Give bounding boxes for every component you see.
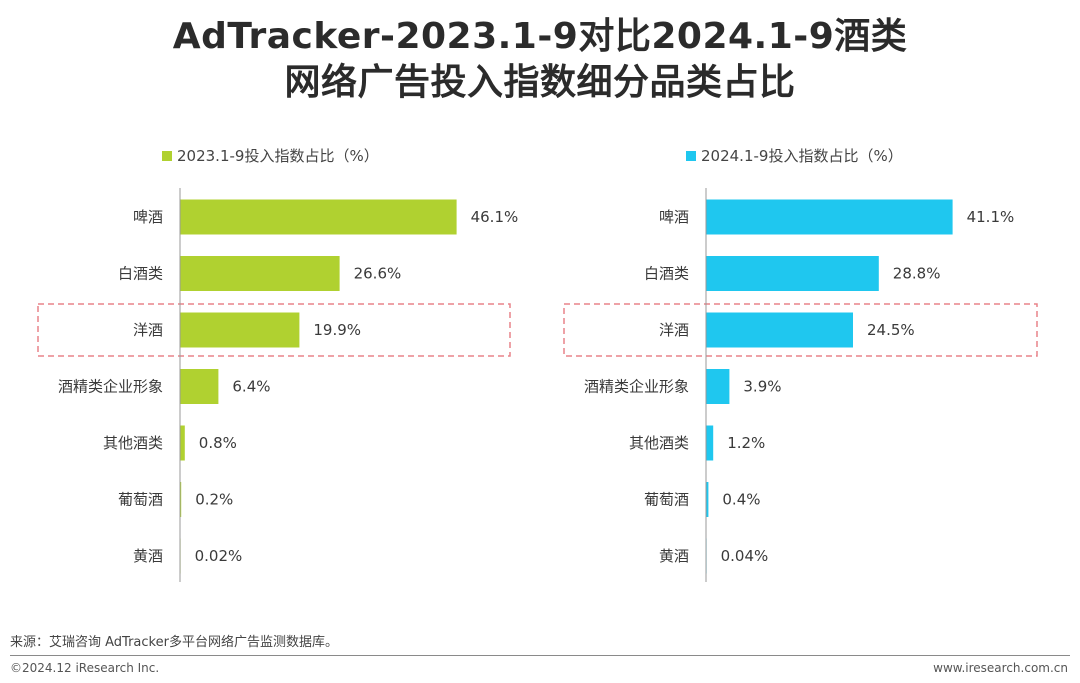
right-bar-4 [706, 425, 714, 461]
left-bar-1 [180, 256, 340, 291]
right-value-label-3: 3.9% [743, 378, 781, 396]
legend-2023: 2023.1-9投入指数占比（%） [162, 146, 379, 166]
legend-swatch-2023 [162, 151, 172, 161]
right-category-label-2: 洋酒 [659, 321, 689, 339]
right-category-label-1: 白酒类 [644, 265, 689, 283]
legend-2024: 2024.1-9投入指数占比（%） [686, 146, 903, 166]
left-bar-2 [180, 312, 300, 348]
left-category-label-3: 酒精类企业形象 [58, 378, 163, 396]
left-value-label-6: 0.02% [195, 547, 243, 565]
left-category-label-2: 洋酒 [133, 321, 163, 339]
right-value-label-1: 28.8% [893, 265, 941, 283]
right-value-label-4: 1.2% [727, 434, 765, 452]
left-category-label-5: 葡萄酒 [118, 491, 163, 509]
left-bar-5 [180, 482, 182, 517]
left-category-label-4: 其他酒类 [103, 434, 163, 452]
left-category-label-0: 啤酒 [133, 208, 163, 226]
right-value-label-0: 41.1% [967, 208, 1015, 226]
right-highlight-box [563, 303, 1038, 357]
left-value-label-1: 26.6% [354, 265, 402, 283]
left-bar-3 [180, 369, 219, 404]
right-category-label-0: 啤酒 [659, 208, 689, 226]
right-bar-2 [706, 312, 853, 348]
left-highlight-box [37, 303, 511, 357]
legend-swatch-2024 [686, 151, 696, 161]
left-category-label-6: 黄酒 [133, 547, 163, 565]
left-value-label-3: 6.4% [232, 378, 270, 396]
right-bar-5 [706, 482, 709, 517]
left-value-label-5: 0.2% [195, 491, 233, 509]
right-category-label-5: 葡萄酒 [644, 491, 689, 509]
left-value-label-2: 19.9% [313, 321, 361, 339]
right-bar-0 [706, 199, 953, 235]
title-line-2: 网络广告投入指数细分品类占比 [284, 62, 796, 103]
legend-label-2024: 2024.1-9投入指数占比（%） [701, 147, 903, 165]
left-bar-0 [180, 199, 457, 235]
right-value-label-5: 0.4% [722, 491, 760, 509]
chart-title: AdTracker-2023.1-9对比2024.1-9酒类 网络广告投入指数细… [0, 14, 1080, 106]
left-bar-4 [180, 425, 185, 461]
left-category-label-1: 白酒类 [118, 265, 163, 283]
right-category-label-4: 其他酒类 [629, 434, 689, 452]
left-value-label-0: 46.1% [471, 208, 519, 226]
title-line-1: AdTracker-2023.1-9对比2024.1-9酒类 [172, 16, 908, 57]
footer-source: 来源：艾瑞咨询 AdTracker多平台网络广告监测数据库。 [10, 635, 338, 650]
footer-copyright: ©2024.12 iResearch Inc. [10, 661, 160, 675]
left-chart: 啤酒 46.1% 白酒类 26.6% 洋酒 19.9% 酒精类企业形象 6.4% 其他酒类 0.8… [37, 188, 519, 582]
right-bar-1 [706, 256, 879, 291]
left-value-label-4: 0.8% [199, 434, 237, 452]
footer-url: www.iresearch.com.cn [933, 661, 1068, 675]
legend-label-2023: 2023.1-9投入指数占比（%） [177, 147, 379, 165]
footer-divider [10, 655, 1070, 656]
right-chart: 啤酒 41.1% 白酒类 28.8% 洋酒 24.5% 酒精类企业形象 3.9% 其他酒类 1.2… [563, 188, 1038, 582]
right-bar-3 [706, 369, 730, 404]
right-category-label-6: 黄酒 [659, 547, 689, 565]
right-value-label-2: 24.5% [867, 321, 915, 339]
right-value-label-6: 0.04% [721, 547, 769, 565]
right-category-label-3: 酒精类企业形象 [584, 378, 689, 396]
